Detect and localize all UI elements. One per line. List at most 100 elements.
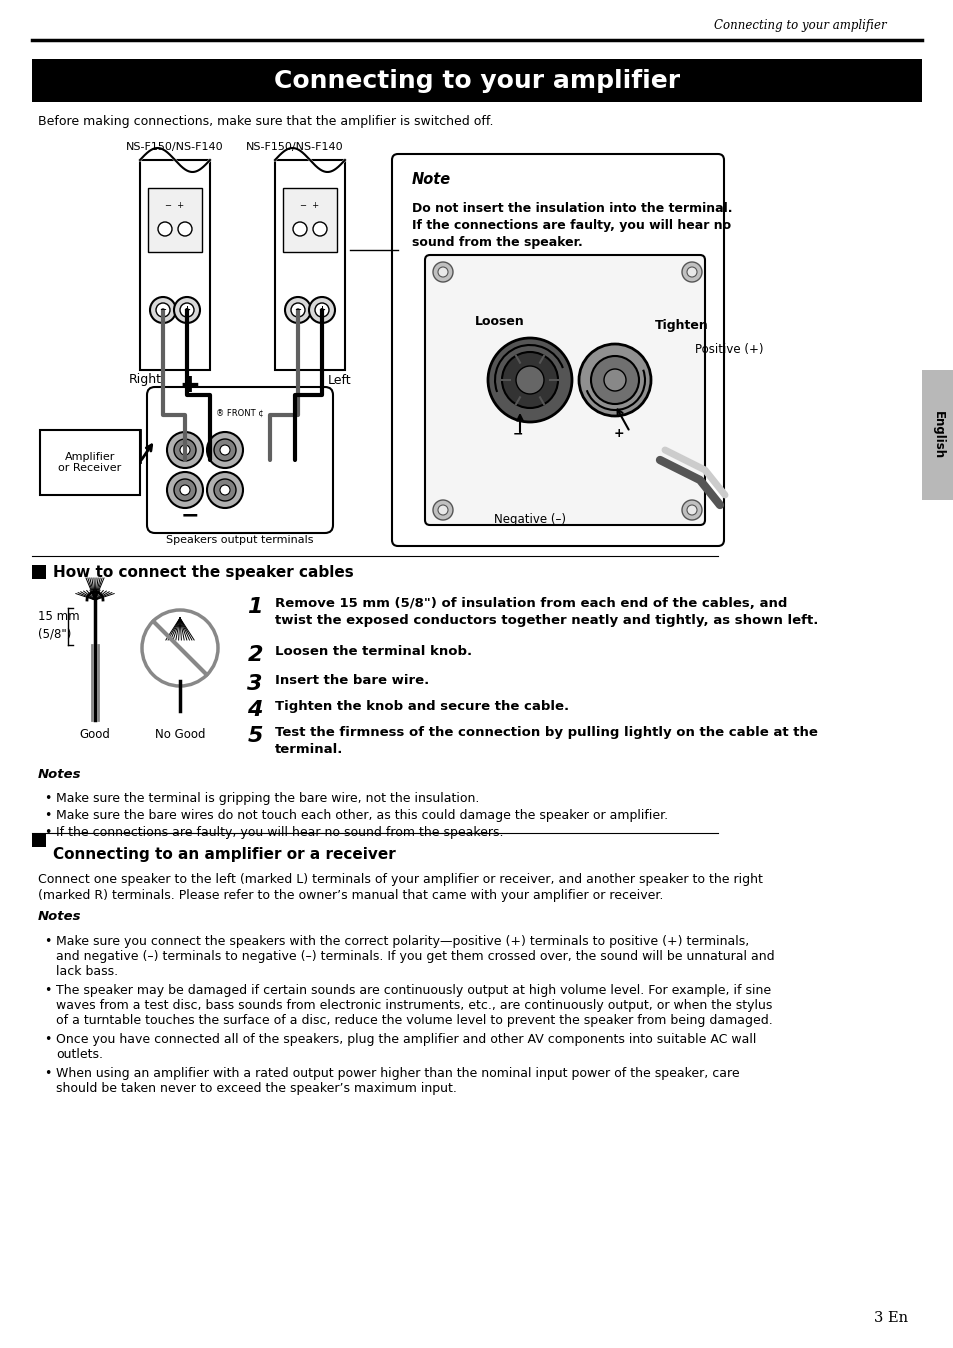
Text: Tighten: Tighten: [655, 319, 708, 332]
Text: When using an amplifier with a rated output power higher than the nominal input : When using an amplifier with a rated out…: [56, 1068, 739, 1080]
Text: +: +: [183, 306, 191, 314]
Text: Connecting to your amplifier: Connecting to your amplifier: [713, 19, 885, 32]
Text: Connecting to your amplifier: Connecting to your amplifier: [274, 69, 679, 93]
Text: Good: Good: [79, 728, 111, 741]
Text: +: +: [613, 427, 623, 439]
Circle shape: [433, 500, 453, 520]
Text: of a turntable touches the surface of a disc, reduce the volume level to prevent: of a turntable touches the surface of a …: [56, 1014, 772, 1027]
Circle shape: [142, 611, 218, 686]
Circle shape: [314, 303, 329, 317]
Text: Before making connections, make sure that the amplifier is switched off.: Before making connections, make sure tha…: [38, 116, 493, 128]
FancyBboxPatch shape: [283, 187, 336, 252]
Text: 2: 2: [247, 644, 263, 665]
FancyBboxPatch shape: [921, 369, 953, 500]
Text: Make sure the terminal is gripping the bare wire, not the insulation.: Make sure the terminal is gripping the b…: [56, 793, 478, 805]
Text: Insert the bare wire.: Insert the bare wire.: [274, 674, 429, 687]
Text: Once you have connected all of the speakers, plug the amplifier and other AV com: Once you have connected all of the speak…: [56, 1033, 756, 1046]
Circle shape: [180, 445, 190, 456]
Text: Right: Right: [129, 373, 161, 387]
FancyBboxPatch shape: [140, 160, 210, 369]
Circle shape: [173, 479, 195, 501]
Text: lack bass.: lack bass.: [56, 965, 118, 979]
Text: If the connections are faulty, you will hear no sound from the speakers.: If the connections are faulty, you will …: [56, 826, 503, 838]
FancyBboxPatch shape: [274, 160, 345, 369]
Text: English: English: [930, 411, 943, 460]
Text: Positive (+): Positive (+): [695, 344, 762, 356]
Text: −: −: [512, 427, 522, 439]
Circle shape: [681, 500, 701, 520]
Text: •: •: [44, 936, 51, 948]
Text: •: •: [44, 809, 51, 822]
Text: and negative (–) terminals to negative (–) terminals. If you get them crossed ov: and negative (–) terminals to negative (…: [56, 950, 774, 962]
Circle shape: [590, 356, 639, 404]
FancyBboxPatch shape: [392, 154, 723, 546]
Circle shape: [516, 367, 543, 394]
Circle shape: [681, 262, 701, 282]
Text: −: −: [180, 506, 199, 524]
Text: NS-F150/NS-F140: NS-F150/NS-F140: [126, 142, 224, 152]
Text: If the connections are faulty, you will hear no: If the connections are faulty, you will …: [412, 218, 730, 232]
Text: No Good: No Good: [154, 728, 205, 741]
Circle shape: [488, 338, 572, 422]
Circle shape: [285, 297, 311, 324]
Circle shape: [167, 431, 203, 468]
FancyBboxPatch shape: [424, 255, 704, 524]
Circle shape: [220, 445, 230, 456]
FancyBboxPatch shape: [40, 430, 140, 495]
Text: ® FRONT ¢: ® FRONT ¢: [216, 408, 264, 418]
Text: The speaker may be damaged if certain sounds are continuously output at high vol: The speaker may be damaged if certain so…: [56, 984, 770, 998]
Text: Make sure the bare wires do not touch each other, as this could damage the speak: Make sure the bare wires do not touch ea…: [56, 809, 667, 822]
Text: Notes: Notes: [38, 910, 81, 923]
Circle shape: [220, 485, 230, 495]
Text: −: −: [294, 306, 301, 314]
Text: Negative (–): Negative (–): [494, 514, 565, 527]
Text: 15 mm: 15 mm: [38, 609, 79, 623]
Text: Tighten the knob and secure the cable.: Tighten the knob and secure the cable.: [274, 700, 569, 713]
Circle shape: [603, 369, 625, 391]
Text: should be taken never to exceed the speaker’s maximum input.: should be taken never to exceed the spea…: [56, 1082, 456, 1095]
Text: Connecting to an amplifier or a receiver: Connecting to an amplifier or a receiver: [53, 847, 395, 861]
FancyBboxPatch shape: [32, 833, 46, 847]
Circle shape: [437, 267, 448, 276]
Text: Loosen: Loosen: [475, 315, 524, 328]
Text: Amplifier
or Receiver: Amplifier or Receiver: [58, 452, 121, 473]
Text: Note: Note: [412, 173, 451, 187]
Circle shape: [501, 352, 558, 408]
Circle shape: [207, 472, 243, 508]
Text: (marked R) terminals. Please refer to the owner’s manual that came with your amp: (marked R) terminals. Please refer to th…: [38, 888, 662, 902]
Text: Do not insert the insulation into the terminal.: Do not insert the insulation into the te…: [412, 202, 732, 214]
Text: Speakers output terminals: Speakers output terminals: [166, 535, 314, 545]
Text: terminal.: terminal.: [274, 743, 343, 756]
Circle shape: [173, 439, 195, 461]
Text: Remove 15 mm (5/8") of insulation from each end of the cables, and: Remove 15 mm (5/8") of insulation from e…: [274, 597, 786, 611]
FancyBboxPatch shape: [148, 187, 202, 252]
Circle shape: [433, 262, 453, 282]
Text: (5/8"): (5/8"): [38, 628, 71, 640]
Text: Test the firmness of the connection by pulling lightly on the cable at the: Test the firmness of the connection by p…: [274, 727, 817, 739]
Text: −: −: [159, 306, 167, 314]
Circle shape: [156, 303, 170, 317]
Text: 4: 4: [247, 700, 263, 720]
Text: •: •: [44, 793, 51, 805]
Text: Connect one speaker to the left (marked L) terminals of your amplifier or receiv: Connect one speaker to the left (marked …: [38, 874, 762, 886]
Text: 3 En: 3 En: [873, 1312, 907, 1325]
FancyBboxPatch shape: [32, 565, 46, 580]
Text: NS-F150/NS-F140: NS-F150/NS-F140: [246, 142, 343, 152]
Circle shape: [207, 431, 243, 468]
Circle shape: [167, 472, 203, 508]
Circle shape: [313, 222, 327, 236]
Text: +: +: [318, 306, 325, 314]
Circle shape: [178, 222, 192, 236]
Text: −  +: − +: [165, 201, 184, 209]
Text: 5: 5: [247, 727, 263, 745]
Circle shape: [437, 506, 448, 515]
Circle shape: [686, 506, 697, 515]
Circle shape: [180, 303, 193, 317]
Circle shape: [578, 344, 650, 417]
Text: •: •: [44, 1033, 51, 1046]
Text: Left: Left: [328, 373, 352, 387]
Text: 3: 3: [247, 674, 263, 694]
Circle shape: [309, 297, 335, 324]
Text: Loosen the terminal knob.: Loosen the terminal knob.: [274, 644, 472, 658]
Text: Notes: Notes: [38, 768, 81, 782]
